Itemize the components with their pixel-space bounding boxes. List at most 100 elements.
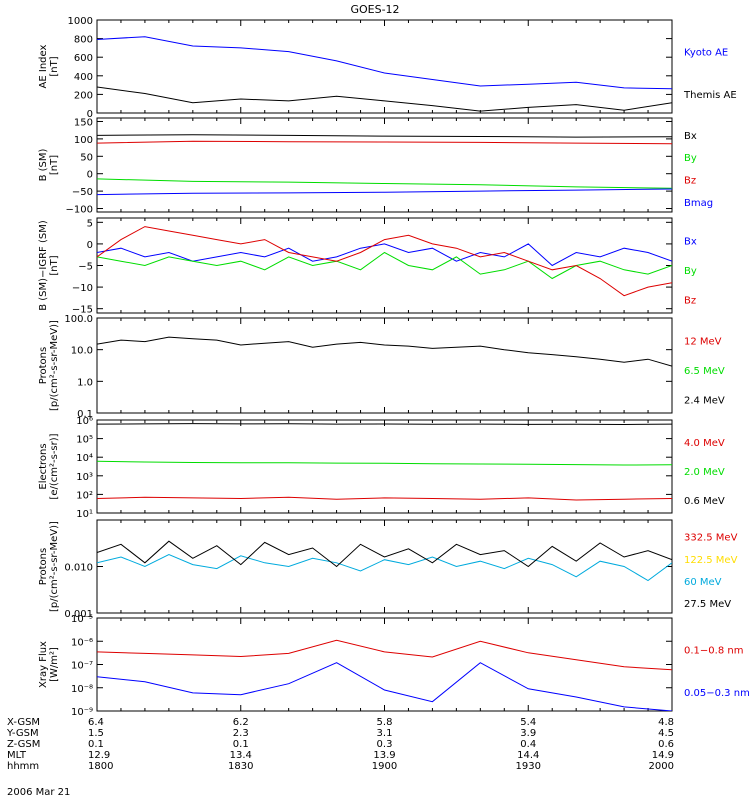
ephemeris-value: 0.1 [233,739,249,750]
series-line [97,251,672,280]
legend-entry: Themis AE [683,90,737,101]
y-tick-label: 5 [87,218,93,229]
ephemeris-value: 4.5 [658,728,674,739]
ephemeris-value: 1.5 [88,728,104,739]
legend-entry: 12 MeV [684,336,722,347]
y-tick-label: 0 [87,109,93,120]
y-axis-label: Xray Flux [38,641,49,688]
y-tick-label: −5 [78,262,93,273]
y-axis-label: [W/m²] [49,647,60,682]
ephemeris-row-label: MLT [7,750,27,761]
y-axis-label: [nT] [49,155,60,175]
panel-frame [96,617,673,712]
y-axis-label: AE Index [38,44,49,88]
y-axis-label: [nT] [49,56,60,76]
panel-frame [96,217,673,314]
y-tick-label: 1000 [68,16,93,27]
y-axis-label: Protons [38,347,49,384]
series-line [97,460,672,466]
series-line [97,188,672,196]
y-tick-label: 0.1 [77,409,93,420]
legend-entry: 60 MeV [684,577,722,588]
y-tick-label: 50 [80,152,93,163]
series-line [97,178,672,189]
y-tick-label: 10³ [76,472,93,483]
ephemeris-row-label: Z-GSM [7,739,40,750]
ephemeris-table: X-GSM 6.4 6.2 5.8 5.4 4.8 Y-GSM 1.5 2.3 3.1 3.9 4.5… [6,717,674,772]
panel-frame [96,519,673,614]
y-tick-label: −100 [66,205,93,216]
y-tick-label: 1.0 [77,377,93,388]
y-axis-label: B (SM)−IGRF (SM) [38,220,49,311]
y-tick-label: 10⁴ [76,453,93,464]
y-tick-label: 10⁻⁷ [71,661,93,672]
ephemeris-value: 0.3 [377,739,393,750]
y-tick-label: −10 [72,283,93,294]
series-line [97,423,672,426]
ephemeris-value: 0.4 [520,739,536,750]
y-tick-label: 10⁵ [76,435,93,446]
panel-frame [96,317,673,414]
date-label: 2006 Mar 21 [7,787,70,798]
series-line [97,134,672,138]
series-line [97,140,672,145]
ephemeris-value: 0.6 [658,739,674,750]
series-line [97,496,672,501]
ephemeris-value: 3.1 [377,728,393,739]
legend-entry: Bmag [684,198,713,209]
panel-7: 10⁻⁹ 10⁻⁸ 10⁻⁷ 10⁻⁶ 10⁻⁵ Xray Flux [W/m²] 0.1−0… [38,614,750,718]
ephemeris-value: 5.4 [520,717,536,728]
ephemeris-value: 14.9 [652,750,674,761]
ephemeris-value: 12.9 [88,750,110,761]
series-line [97,554,672,582]
y-tick-label: 800 [74,35,93,46]
y-tick-label: −15 [72,305,93,316]
y-axis-label: Protons [38,548,49,585]
y-tick-label: 10⁻⁸ [71,684,93,695]
ephemeris-value: 1930 [516,761,541,772]
legend-entry: 6.5 MeV [684,366,725,377]
y-tick-label: 600 [74,53,93,64]
series-line [97,243,672,267]
ephemeris-value: 5.8 [377,717,393,728]
panel-5: 10¹ 10² 10³ 10⁴ 10⁵ 10⁶ Electrons [e/(cm²-s-sr)… [38,416,725,520]
ephemeris-value: 0.1 [88,739,104,750]
y-tick-label: 0.001 [64,609,93,620]
ephemeris-row-label: hhmm [7,761,39,772]
legend-entry: 2.4 MeV [684,396,725,407]
y-tick-label: 0 [87,240,93,251]
legend-entry: 0.05−0.3 nm [684,688,750,699]
legend-entry: 122.5 MeV [684,555,738,566]
y-axis-label: Electrons [38,443,49,489]
legend-entry: Bx [684,236,697,247]
y-tick-label: 10⁻⁵ [71,614,93,625]
panel-4: 0.1 1.0 10.0 100.0 Protons [p/(cm²-s-sr-MeV)]… [38,314,725,420]
legend-entry: 2.0 MeV [684,467,725,478]
ephemeris-value: 2.3 [233,728,249,739]
ephemeris-value: 6.4 [88,717,104,728]
y-tick-label: −50 [72,187,93,198]
panel-6: 0.001 0.010 Protons [p/(cm²-s-sr-MeV)] 332.5… [38,519,738,620]
legend-entry: 27.5 MeV [684,599,731,610]
y-axis-label: [nT] [49,255,60,275]
ephemeris-value: 3.9 [520,728,536,739]
y-tick-label: 10⁻⁹ [71,707,93,718]
legend-entry: 4.0 MeV [684,438,725,449]
y-tick-label: 0 [87,170,93,181]
legend-entry: 0.1−0.8 nm [684,646,743,657]
legend-entry: By [684,266,697,277]
ephemeris-value: 6.2 [233,717,249,728]
ephemeris-value: 1800 [88,761,113,772]
ephemeris-value: 4.8 [658,717,674,728]
ephemeris-value: 1830 [228,761,253,772]
y-tick-label: 0.010 [64,563,93,574]
legend-entry: Bx [684,131,697,142]
ephemeris-value: 13.9 [373,750,395,761]
legend-entry: Bz [684,176,696,187]
y-tick-label: 100 [74,135,93,146]
chart-title: GOES-12 [350,3,399,16]
y-tick-label: 10.0 [71,346,93,357]
legend-entry: Bz [684,296,696,307]
